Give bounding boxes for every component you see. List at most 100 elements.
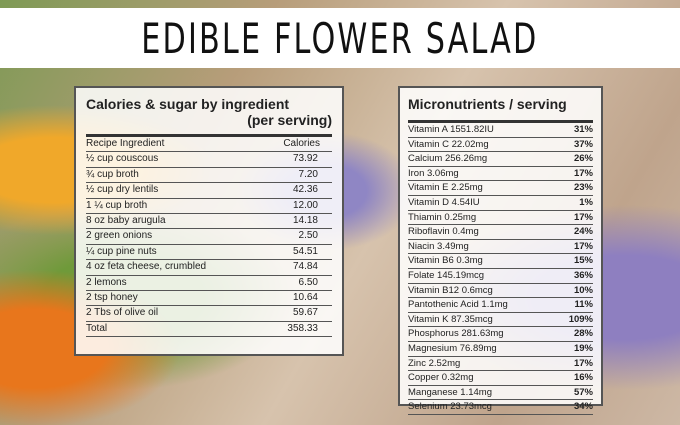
daily-value-percent: 37% bbox=[573, 138, 593, 150]
table-row: Vitamin C 22.02mg 37% bbox=[408, 138, 593, 153]
table-row: Niacin 3.49mg 17% bbox=[408, 240, 593, 255]
table-row: Vitamin B6 0.3mg 15% bbox=[408, 254, 593, 269]
table-row: Vitamin A 1551.82IU 31% bbox=[408, 123, 593, 138]
daily-value-percent: 24% bbox=[573, 226, 593, 238]
nutrient-name: Selenium 23.73mcg bbox=[408, 401, 492, 413]
daily-value-percent: 109% bbox=[568, 313, 593, 325]
micronutrients-panel: Micronutrients / serving Vitamin A 1551.… bbox=[398, 86, 603, 415]
table-row: ½ cup dry lentils 42.36 bbox=[86, 183, 332, 199]
column-header-ingredient: Recipe Ingredient bbox=[86, 138, 165, 149]
table-row: Vitamin E 2.25mg 23% bbox=[408, 181, 593, 196]
table-row: Folate 145.19mcg 36% bbox=[408, 269, 593, 284]
daily-value-percent: 16% bbox=[573, 372, 593, 384]
nutrient-name: Niacin 3.49mg bbox=[408, 240, 469, 252]
ingredient-name: 4 oz feta cheese, crumbled bbox=[86, 261, 207, 273]
table-row: Calcium 256.26mg 26% bbox=[408, 152, 593, 167]
calorie-value: 14.18 bbox=[292, 214, 318, 226]
table-row: Copper 0.32mg 16% bbox=[408, 371, 593, 386]
table-row: Total 358.33 bbox=[86, 322, 332, 338]
calorie-value: 10.64 bbox=[292, 291, 318, 303]
ingredient-name: 2 lemons bbox=[86, 276, 127, 288]
daily-value-percent: 34% bbox=[573, 401, 593, 413]
table-row: Phosphorus 281.63mg 28% bbox=[408, 327, 593, 342]
table-row: Vitamin K 87.35mcg 109% bbox=[408, 313, 593, 328]
ingredient-name: 2 tsp honey bbox=[86, 291, 138, 303]
table-row: 2 tsp honey 10.64 bbox=[86, 291, 332, 307]
nutrient-name: Zinc 2.52mg bbox=[408, 357, 461, 369]
table-row: Manganese 1.14mg 57% bbox=[408, 386, 593, 401]
table-row: Vitamin D 4.54IU 1% bbox=[408, 196, 593, 211]
column-header-calories: Calories bbox=[283, 138, 320, 149]
daily-value-percent: 26% bbox=[573, 153, 593, 165]
calorie-value: 2.50 bbox=[298, 230, 318, 242]
daily-value-percent: 11% bbox=[574, 299, 594, 311]
nutrient-name: Vitamin D 4.54IU bbox=[408, 196, 480, 208]
table-row: 2 Tbs of olive oil 59.67 bbox=[86, 306, 332, 322]
ingredient-name: ½ cup couscous bbox=[86, 153, 159, 165]
table-row: Thiamin 0.25mg 17% bbox=[408, 211, 593, 226]
table-row: Riboflavin 0.4mg 24% bbox=[408, 225, 593, 240]
page-title: EDIBLE FLOWER SALAD bbox=[141, 13, 539, 63]
calories-heading-sub: (per serving) bbox=[247, 112, 332, 128]
micronutrients-table-body: Vitamin A 1551.82IU 31% Vitamin C 22.02mg 3… bbox=[408, 123, 593, 415]
nutrient-name: Vitamin E 2.25mg bbox=[408, 182, 483, 194]
calorie-value: 59.67 bbox=[292, 307, 318, 319]
table-row: Iron 3.06mg 17% bbox=[408, 167, 593, 182]
table-row: 8 oz baby arugula 14.18 bbox=[86, 214, 332, 230]
table-row: 2 green onions 2.50 bbox=[86, 229, 332, 245]
table-row: Magnesium 76.89mg 19% bbox=[408, 342, 593, 357]
daily-value-percent: 17% bbox=[573, 167, 593, 179]
daily-value-percent: 1% bbox=[579, 196, 593, 208]
title-banner: EDIBLE FLOWER SALAD bbox=[0, 8, 680, 68]
ingredient-name: Total bbox=[86, 322, 108, 334]
daily-value-percent: 57% bbox=[573, 386, 593, 398]
daily-value-percent: 19% bbox=[573, 342, 593, 354]
nutrient-name: Phosphorus 281.63mg bbox=[408, 328, 504, 340]
daily-value-percent: 31% bbox=[573, 124, 593, 135]
nutrient-name: Iron 3.06mg bbox=[408, 167, 459, 179]
table-row: Zinc 2.52mg 17% bbox=[408, 357, 593, 372]
table-row: Selenium 23.73mcg 34% bbox=[408, 400, 593, 415]
daily-value-percent: 15% bbox=[573, 255, 593, 267]
ingredient-name: ¼ cup pine nuts bbox=[86, 245, 157, 257]
table-row: ½ cup couscous 73.92 bbox=[86, 152, 332, 168]
nutrient-name: Calcium 256.26mg bbox=[408, 153, 488, 165]
calories-heading-main: Calories & sugar by ingredient bbox=[86, 96, 290, 112]
table-row: ¼ cup pine nuts 54.51 bbox=[86, 245, 332, 261]
table-row: Pantothenic Acid 1.1mg 11% bbox=[408, 298, 593, 313]
daily-value-percent: 17% bbox=[573, 211, 593, 223]
nutrient-name: Vitamin B12 0.6mcg bbox=[408, 284, 493, 296]
calories-table-body: ½ cup couscous 73.92 ¾ cup broth 7.20 ½ cup … bbox=[86, 152, 332, 338]
nutrient-name: Thiamin 0.25mg bbox=[408, 211, 477, 223]
calories-heading: Calories & sugar by ingredient (per serv… bbox=[86, 96, 332, 128]
calorie-value: 7.20 bbox=[298, 168, 318, 180]
daily-value-percent: 17% bbox=[573, 240, 593, 252]
nutrient-name: Manganese 1.14mg bbox=[408, 386, 492, 398]
micronutrients-heading: Micronutrients / serving bbox=[408, 96, 567, 112]
ingredient-name: 8 oz baby arugula bbox=[86, 214, 166, 226]
calories-table-header: Recipe Ingredient Calories bbox=[86, 137, 332, 153]
table-row: Vitamin B12 0.6mcg 10% bbox=[408, 284, 593, 299]
nutrient-name: Magnesium 76.89mg bbox=[408, 342, 497, 354]
nutrient-name: Vitamin B6 0.3mg bbox=[408, 255, 483, 267]
nutrient-name: Vitamin A 1551.82IU bbox=[408, 124, 494, 135]
calorie-value: 74.84 bbox=[292, 261, 318, 273]
nutrient-name: Vitamin C 22.02mg bbox=[408, 138, 489, 150]
daily-value-percent: 36% bbox=[573, 269, 593, 281]
calorie-value: 42.36 bbox=[292, 184, 318, 196]
table-row: 2 lemons 6.50 bbox=[86, 276, 332, 291]
daily-value-percent: 23% bbox=[573, 182, 593, 194]
calorie-value: 12.00 bbox=[292, 199, 318, 211]
ingredient-name: 2 Tbs of olive oil bbox=[86, 307, 159, 319]
ingredient-name: 2 green onions bbox=[86, 230, 153, 242]
daily-value-percent: 17% bbox=[573, 357, 593, 369]
calorie-value: 73.92 bbox=[292, 153, 318, 165]
table-row: ¾ cup broth 7.20 bbox=[86, 168, 332, 184]
nutrient-name: Folate 145.19mcg bbox=[408, 269, 485, 281]
nutrient-name: Copper 0.32mg bbox=[408, 372, 474, 384]
daily-value-percent: 28% bbox=[573, 328, 593, 340]
nutrient-name: Riboflavin 0.4mg bbox=[408, 226, 479, 238]
calorie-value: 6.50 bbox=[298, 276, 318, 288]
calorie-value: 358.33 bbox=[287, 322, 318, 334]
divider bbox=[408, 120, 593, 123]
